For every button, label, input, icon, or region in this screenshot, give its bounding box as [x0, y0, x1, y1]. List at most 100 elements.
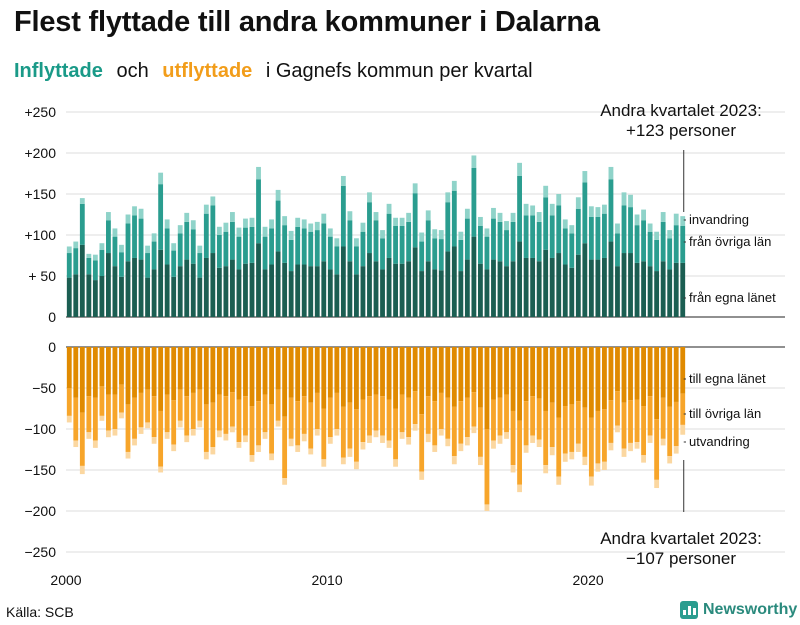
bar-in-own-county	[615, 266, 620, 317]
bar-in-immigration	[510, 212, 516, 222]
bar-in-immigration	[230, 212, 235, 222]
bar-out-own-county	[673, 347, 679, 402]
bar-in-other-counties	[602, 213, 607, 258]
bar-out-own-county	[197, 347, 203, 390]
bar-in-own-county	[680, 262, 686, 317]
bar-out-own-county	[641, 347, 646, 407]
bar-out-emigration	[243, 435, 248, 443]
bar-in-other-counties	[243, 227, 248, 264]
bar-out-emigration	[425, 433, 431, 443]
bar-in-other-counties	[216, 235, 222, 268]
series-label-out: utvandring	[689, 434, 750, 449]
bar-out-own-county	[203, 347, 209, 405]
bar-in-other-counties	[145, 253, 150, 278]
y-tick-label-top: +200	[24, 145, 56, 161]
bar-out-own-county	[164, 347, 170, 395]
bar-in-immigration	[517, 162, 522, 176]
bar-out-own-county	[471, 347, 477, 393]
bar-out-own-county	[158, 347, 164, 411]
bar-in-immigration	[549, 203, 555, 216]
bar-in-other-counties	[295, 226, 301, 265]
bar-in-immigration	[432, 229, 438, 239]
bar-in-immigration	[367, 192, 372, 203]
bar-in-other-counties	[634, 225, 640, 263]
bar-in-other-counties	[530, 215, 536, 258]
bar-in-immigration	[360, 222, 366, 232]
bar-in-own-county	[236, 269, 242, 317]
bar-in-other-counties	[504, 230, 509, 267]
bar-in-own-county	[347, 261, 353, 317]
bar-out-other-counties	[621, 402, 627, 449]
bar-in-own-county	[491, 259, 496, 317]
bar-out-own-county	[275, 347, 281, 390]
bar-in-own-county	[399, 263, 405, 317]
bar-out-other-counties	[256, 401, 261, 446]
bar-in-immigration	[138, 208, 144, 219]
bar-in-own-county	[464, 259, 470, 317]
bar-out-own-county	[647, 347, 653, 397]
bar-out-emigration	[543, 465, 549, 474]
bar-out-emigration	[216, 430, 222, 438]
bar-in-other-counties	[491, 218, 496, 260]
bar-in-immigration	[543, 185, 549, 198]
bar-out-emigration	[588, 476, 594, 486]
bar-in-immigration	[314, 221, 320, 231]
bar-in-immigration	[340, 175, 346, 186]
bar-out-own-county	[79, 347, 85, 413]
series-label-out: till egna länet	[689, 371, 766, 386]
bar-in-immigration	[660, 212, 666, 222]
x-tick-label: 2010	[311, 572, 342, 588]
bar-in-other-counties	[575, 208, 581, 255]
bar-in-other-counties	[79, 203, 85, 245]
bar-out-other-counties	[367, 396, 372, 436]
bar-in-other-counties	[419, 241, 425, 272]
bar-out-own-county	[569, 347, 575, 405]
bar-out-own-county	[595, 347, 601, 411]
bar-out-emigration	[438, 429, 444, 436]
bar-out-other-counties	[530, 396, 536, 436]
bar-out-emigration	[399, 432, 405, 439]
bar-out-other-counties	[562, 406, 568, 454]
bar-in-immigration	[119, 244, 124, 253]
annotation-top-line1: Andra kvartalet 2023:	[600, 101, 762, 120]
bar-out-emigration	[393, 459, 398, 467]
bar-in-other-counties	[373, 220, 379, 262]
bar-out-emigration	[478, 456, 483, 466]
bar-in-immigration	[275, 189, 281, 201]
bar-out-emigration	[340, 457, 346, 465]
bar-out-emigration	[223, 433, 229, 441]
bar-in-own-county	[138, 259, 144, 317]
bar-in-own-county	[510, 261, 516, 317]
bar-in-other-counties	[412, 193, 418, 248]
bar-in-own-county	[419, 271, 425, 317]
subtitle-rest: i Gagnefs kommun per kvartal	[265, 60, 533, 82]
bar-in-other-counties	[334, 246, 340, 275]
bar-out-other-counties	[471, 392, 477, 427]
bar-out-emigration	[190, 429, 196, 436]
bar-out-own-county	[634, 347, 640, 400]
bar-in-immigration	[419, 232, 425, 242]
bar-in-own-county	[73, 274, 79, 317]
bar-in-own-county	[406, 261, 412, 317]
bar-in-own-county	[628, 253, 633, 317]
subtitle-and: och	[116, 60, 149, 82]
bar-out-own-county	[497, 347, 503, 398]
bar-in-other-counties	[321, 223, 327, 262]
bar-out-other-counties	[282, 416, 288, 479]
bar-out-own-county	[92, 347, 98, 398]
bar-out-emigration	[197, 420, 203, 428]
bar-in-own-county	[210, 253, 216, 317]
bar-in-other-counties	[308, 231, 314, 267]
bar-out-own-county	[536, 347, 542, 399]
bar-out-own-county	[119, 347, 124, 385]
bar-in-immigration	[321, 213, 327, 224]
bar-out-emigration	[86, 432, 92, 439]
bar-out-other-counties	[314, 392, 320, 429]
bar-out-own-county	[340, 347, 346, 407]
bar-in-own-county	[471, 236, 477, 317]
bar-out-emigration	[660, 438, 666, 446]
bar-in-other-counties	[615, 233, 620, 267]
bar-out-other-counties	[425, 396, 431, 434]
bar-out-emigration	[79, 465, 85, 475]
